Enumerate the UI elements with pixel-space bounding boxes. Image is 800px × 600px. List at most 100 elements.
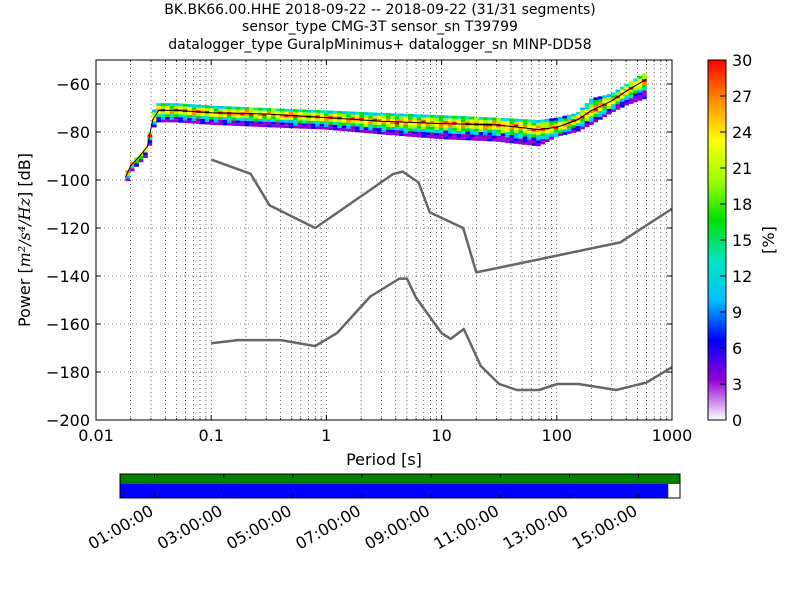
histogram-cell bbox=[544, 133, 550, 137]
histogram-cell bbox=[403, 130, 409, 134]
histogram-cell bbox=[222, 119, 228, 123]
y-axis-label-units: m²/s⁴/Hz bbox=[15, 197, 34, 267]
histogram-cell bbox=[430, 132, 435, 136]
histogram-cell bbox=[244, 109, 250, 113]
histogram-cell bbox=[416, 117, 422, 121]
histogram-cell bbox=[253, 107, 259, 111]
y-tick-label: −160 bbox=[46, 315, 90, 334]
histogram-cell bbox=[483, 117, 488, 121]
histogram-cell bbox=[465, 119, 471, 123]
histogram-cell bbox=[284, 125, 290, 129]
histogram-cell bbox=[584, 124, 590, 128]
histogram-cell bbox=[434, 120, 440, 124]
histogram-cell bbox=[328, 110, 334, 114]
histogram-cell bbox=[138, 158, 144, 163]
histogram-cell bbox=[200, 105, 206, 108]
histogram-cell bbox=[235, 106, 241, 110]
histogram-cell bbox=[531, 128, 537, 132]
histogram-cell bbox=[549, 136, 555, 140]
histogram-cell bbox=[165, 105, 170, 109]
histogram-cell bbox=[377, 125, 382, 129]
y-axis-label: Power [m²/s⁴/Hz] [dB] bbox=[15, 153, 34, 327]
colorbar-tick-label: 12 bbox=[732, 267, 752, 286]
histogram-cell bbox=[209, 113, 215, 117]
histogram-cell bbox=[628, 89, 634, 93]
histogram-cell bbox=[372, 118, 378, 122]
histogram-cell bbox=[403, 119, 409, 123]
histogram-cell bbox=[633, 90, 638, 94]
histogram-cell bbox=[606, 105, 612, 109]
histogram-cell bbox=[408, 122, 413, 126]
histogram-cell bbox=[412, 128, 418, 132]
histogram-cell bbox=[204, 116, 210, 120]
histogram-cell bbox=[355, 120, 360, 124]
noise-model-curves bbox=[124, 78, 672, 392]
histogram-cell bbox=[540, 130, 546, 134]
histogram-cell bbox=[500, 133, 506, 137]
histogram-cell bbox=[544, 130, 550, 134]
y-axis-label-suffix: ] [dB] bbox=[15, 153, 34, 198]
histogram-cell bbox=[447, 115, 453, 119]
histogram-cell bbox=[562, 121, 568, 124]
histogram-cell bbox=[602, 103, 608, 107]
histogram-cell bbox=[350, 126, 356, 129]
histogram-cell bbox=[355, 126, 360, 130]
histogram-cell bbox=[377, 115, 382, 119]
histogram-cell bbox=[469, 137, 475, 141]
histogram-cell bbox=[249, 115, 254, 119]
histogram-cell bbox=[619, 89, 625, 93]
histogram-cell bbox=[531, 119, 537, 123]
histogram-cell bbox=[288, 117, 294, 120]
histogram-cell bbox=[478, 134, 484, 138]
histogram-cell bbox=[580, 126, 585, 130]
histogram-cell bbox=[385, 132, 391, 135]
histogram-cell bbox=[257, 118, 263, 122]
histogram-cell bbox=[549, 118, 555, 122]
histogram-cell bbox=[624, 97, 630, 101]
histogram-cell bbox=[460, 131, 466, 135]
histogram-cell bbox=[558, 119, 563, 123]
histogram-cell bbox=[191, 118, 197, 121]
histogram-cell bbox=[580, 118, 585, 122]
histogram-cell bbox=[447, 124, 453, 128]
histogram-cell bbox=[284, 117, 290, 120]
histogram-cell bbox=[443, 136, 449, 140]
histogram-cell bbox=[346, 122, 351, 126]
histogram-cell bbox=[156, 119, 162, 123]
histogram-cell bbox=[509, 123, 515, 127]
data-coverage-timeline: 01:00:0003:00:0005:00:0007:00:0009:00:00… bbox=[85, 473, 681, 553]
histogram-cell bbox=[173, 103, 179, 106]
histogram-cell bbox=[147, 140, 153, 143]
histogram-cell bbox=[505, 137, 510, 141]
histogram-cell bbox=[302, 125, 307, 129]
histogram-cell bbox=[244, 123, 250, 127]
histogram-cell bbox=[394, 127, 400, 131]
histogram-cell bbox=[249, 112, 254, 116]
histogram-cell bbox=[218, 105, 223, 109]
histogram-cell bbox=[324, 113, 329, 116]
histogram-cell bbox=[125, 175, 131, 179]
histogram-cell bbox=[421, 120, 426, 124]
histogram-cell bbox=[571, 119, 577, 122]
histogram-cell bbox=[191, 104, 197, 108]
histogram-cell bbox=[390, 121, 396, 125]
histogram-cell bbox=[434, 123, 440, 127]
histogram-cell bbox=[469, 128, 475, 132]
histogram-cell bbox=[218, 122, 223, 126]
histogram-cell bbox=[566, 122, 572, 126]
histogram-cell bbox=[637, 75, 643, 79]
timeline-tick-label: 01:00:00 bbox=[85, 501, 157, 553]
histogram-cell bbox=[615, 98, 621, 102]
histogram-cell bbox=[381, 126, 387, 130]
histogram-cell bbox=[456, 118, 462, 122]
histogram-cell bbox=[430, 117, 435, 121]
histogram-cell bbox=[447, 136, 453, 140]
histogram-cell bbox=[571, 127, 577, 131]
histogram-cell bbox=[390, 118, 396, 122]
histogram-cell bbox=[151, 124, 157, 128]
histogram-cell bbox=[624, 86, 630, 90]
histogram-cell bbox=[474, 131, 479, 135]
histogram-cell bbox=[513, 124, 519, 128]
histogram-cell bbox=[509, 135, 515, 138]
histogram-cell bbox=[474, 125, 479, 129]
